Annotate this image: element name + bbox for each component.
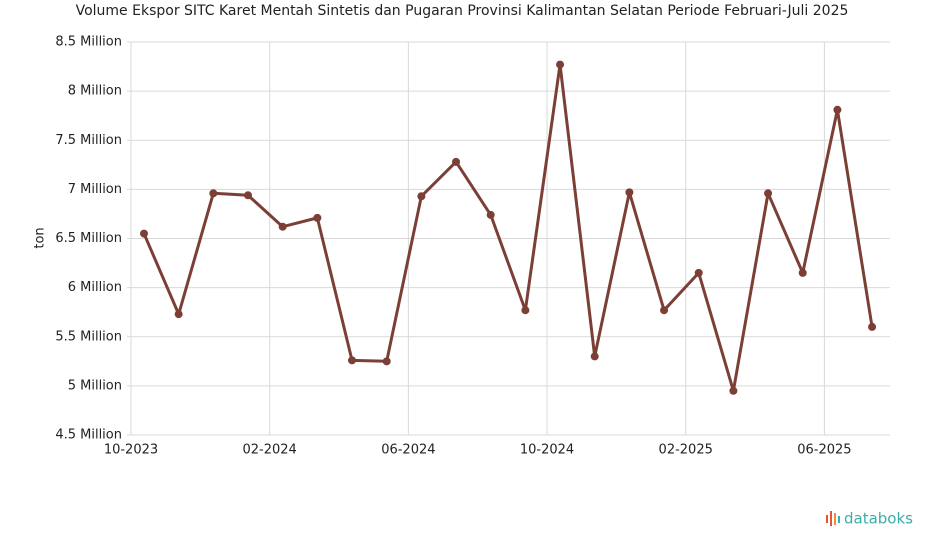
- y-tick-label: 6 Million: [68, 280, 122, 295]
- point: [348, 356, 357, 365]
- point: [764, 189, 773, 198]
- logo-bar: [830, 511, 832, 526]
- point: [833, 105, 842, 114]
- point: [209, 189, 218, 198]
- point: [590, 352, 599, 361]
- point: [417, 192, 426, 201]
- y-tick-label: 7.5 Million: [55, 133, 122, 148]
- point: [244, 191, 253, 200]
- x-tick-label: 02-2025: [659, 443, 713, 458]
- y-tick-label: 6.5 Million: [55, 231, 122, 246]
- y-tick-label: 5.5 Million: [55, 329, 122, 344]
- point: [486, 210, 495, 219]
- point: [521, 306, 530, 315]
- point: [140, 229, 148, 238]
- point: [694, 268, 703, 277]
- logo: databoks: [826, 510, 913, 528]
- y-tick-label: 7 Million: [68, 182, 122, 197]
- line: [142, 63, 874, 393]
- point: [868, 322, 877, 331]
- point: [660, 306, 669, 315]
- x-tick-label: 10-2024: [520, 443, 574, 458]
- y-tick-label: 5 Million: [68, 378, 122, 393]
- y-tick-label: 8.5 Million: [55, 35, 122, 50]
- x-tick-label: 02-2024: [243, 443, 297, 458]
- logo-bar: [838, 516, 840, 523]
- x-tick-label: 06-2025: [797, 443, 851, 458]
- logo-bar: [826, 515, 828, 523]
- x-tick-label: 06-2024: [381, 443, 435, 458]
- x-tick-label: 10-2023: [104, 443, 158, 458]
- point: [313, 213, 322, 222]
- point: [729, 386, 738, 395]
- y-tick-label: 8 Million: [68, 84, 122, 99]
- point: [278, 222, 287, 231]
- point: [625, 188, 634, 197]
- grid: [127, 41, 890, 436]
- point: [452, 157, 461, 166]
- brand: databoks: [844, 510, 913, 528]
- y-axis-label: ton: [33, 227, 48, 248]
- point: [174, 310, 183, 319]
- point: [556, 60, 565, 69]
- chart-title: Volume Ekspor SITC Karet Mentah Sintetis…: [76, 3, 849, 19]
- logo-bar: [834, 513, 836, 525]
- point: [382, 357, 391, 366]
- point: [798, 268, 807, 277]
- y-tick-label: 4.5 Million: [55, 428, 122, 443]
